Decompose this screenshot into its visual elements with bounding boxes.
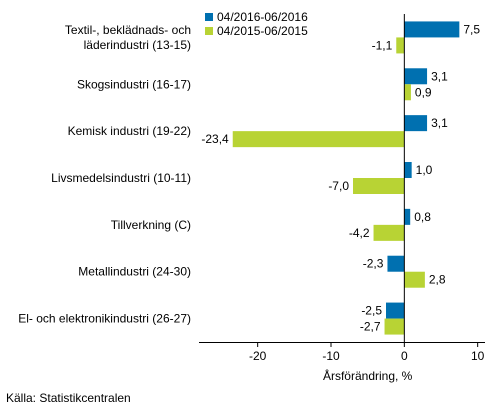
- bars: 7,5 -1,1 3,1 0,9 3,1 -23,4 1,0 -7,0 0,8 -4,2 -2,3 2…: [201, 21, 480, 335]
- source-note: Källa: Statistikcentralen: [6, 391, 131, 405]
- data-label: -1,1: [372, 38, 393, 52]
- bar: [373, 224, 405, 241]
- bar: [404, 84, 411, 101]
- x-tick-label: -10: [322, 349, 340, 363]
- category-label: Metallindustri (24-30): [78, 265, 191, 279]
- bar: [387, 255, 405, 272]
- category-label: Skogsindustri (16-17): [77, 77, 191, 91]
- data-label: 3,1: [431, 69, 448, 83]
- data-label: -4,2: [349, 226, 370, 240]
- x-axis: -20 -10 0 10: [199, 14, 485, 363]
- bar: [232, 131, 405, 148]
- legend-label: 04/2015-06/2015: [217, 24, 308, 38]
- category-label: El- och elektronikindustri (26-27): [18, 312, 191, 326]
- data-label: 7,5: [463, 22, 480, 36]
- data-label: 3,1: [431, 116, 448, 130]
- data-label: 2,8: [429, 273, 446, 287]
- bar: [386, 302, 405, 319]
- bar: [404, 68, 428, 85]
- bar: [384, 318, 405, 335]
- category-label: Livsmedelsindustri (10-11): [51, 171, 191, 185]
- category-label: Textil-, beklädnads- och: [65, 23, 191, 37]
- category-label: läderindustri (13-15): [84, 38, 191, 52]
- data-label: -2,5: [361, 304, 382, 318]
- bar: [404, 208, 411, 225]
- bar: [404, 271, 425, 288]
- data-label: 1,0: [416, 163, 433, 177]
- category-label: Kemisk industri (19-22): [68, 124, 191, 138]
- legend-swatch: [205, 27, 213, 35]
- bar: [404, 115, 428, 132]
- data-label: -2,3: [363, 257, 384, 271]
- bar: [404, 162, 412, 178]
- data-label: -23,4: [201, 132, 229, 146]
- data-label: -7,0: [328, 179, 349, 193]
- x-tick-label: 0: [401, 349, 408, 363]
- data-label: 0,9: [415, 85, 432, 99]
- category-label: Tillverkning (C): [111, 218, 191, 232]
- data-label: -2,7: [360, 320, 381, 334]
- legend-swatch: [205, 13, 213, 21]
- x-tick-label: 10: [471, 349, 485, 363]
- x-axis-title: Årsförändring, %: [323, 368, 413, 383]
- bar: [396, 37, 405, 54]
- x-tick-label: -20: [249, 349, 267, 363]
- bar: [404, 21, 460, 38]
- bar: [353, 178, 405, 194]
- legend-label: 04/2016-06/2016: [217, 10, 308, 24]
- data-label: 0,8: [414, 210, 431, 224]
